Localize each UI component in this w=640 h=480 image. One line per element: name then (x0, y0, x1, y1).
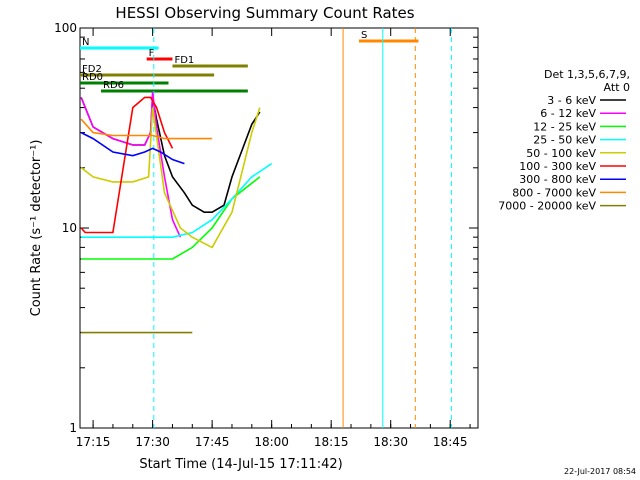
legend-entry-label: 3 - 6 keV (547, 94, 596, 107)
series-group (80, 91, 273, 334)
x-axis: 17:15 17:30 17:45 18:00 18:15 18:30 18:45 (76, 28, 471, 449)
legend-entry-label: 300 - 800 keV (519, 173, 596, 186)
legend-header-2: Att 0 (604, 81, 630, 94)
legend-header-1: Det 1,3,5,6,7,9, (544, 68, 630, 81)
legend-entry-label: 50 - 100 keV (526, 147, 596, 160)
legend-entry-label: 100 - 300 keV (519, 160, 596, 173)
state-bar-label: RD6 (103, 80, 124, 91)
x-tick-label: 18:15 (314, 435, 349, 449)
series-line (80, 91, 182, 238)
x-tick-label: 18:45 (433, 435, 468, 449)
state-bar-label: RD0 (82, 72, 103, 83)
state-bar-label: S (361, 30, 367, 41)
series-line (80, 96, 174, 234)
chart-title: HESSI Observing Summary Count Rates (115, 4, 414, 22)
plot-frame (79, 27, 479, 429)
y-tick-label: 100 (54, 21, 77, 35)
x-tick-label: 18:30 (373, 435, 408, 449)
legend-entry-label: 25 - 50 keV (533, 134, 596, 147)
series-line (80, 107, 261, 249)
legend-entry-label: 6 - 12 keV (540, 107, 596, 120)
x-tick-label: 17:45 (195, 435, 230, 449)
series-line (80, 97, 261, 213)
y-tick-label: 1 (69, 421, 77, 435)
x-tick-label: 18:00 (254, 435, 289, 449)
legend-entry-label: 12 - 25 keV (533, 120, 596, 133)
legend-entry-label: 800 - 7000 keV (512, 186, 596, 199)
series-line (81, 176, 261, 260)
footer-date: 22-Jul-2017 08:54 (564, 467, 636, 476)
series-line (80, 118, 213, 140)
vertical-markers (153, 28, 452, 428)
y-axis-label: Count Rate (s⁻¹ detector⁻¹) (29, 140, 44, 317)
y-tick-label: 10 (62, 221, 77, 235)
state-bar-label: F (149, 48, 155, 59)
series-line (80, 131, 185, 165)
x-tick-label: 17:15 (76, 435, 111, 449)
state-bar-label: FD1 (174, 55, 194, 66)
x-tick-label: 17:30 (135, 435, 170, 449)
state-bar-label: FD2 (82, 64, 102, 75)
state-bar-label: N (82, 37, 89, 48)
legend-entry-label: 7000 - 20000 keV (498, 200, 596, 213)
x-axis-label: Start Time (14-Jul-15 17:11:42) (139, 457, 342, 472)
series-line (81, 162, 273, 238)
